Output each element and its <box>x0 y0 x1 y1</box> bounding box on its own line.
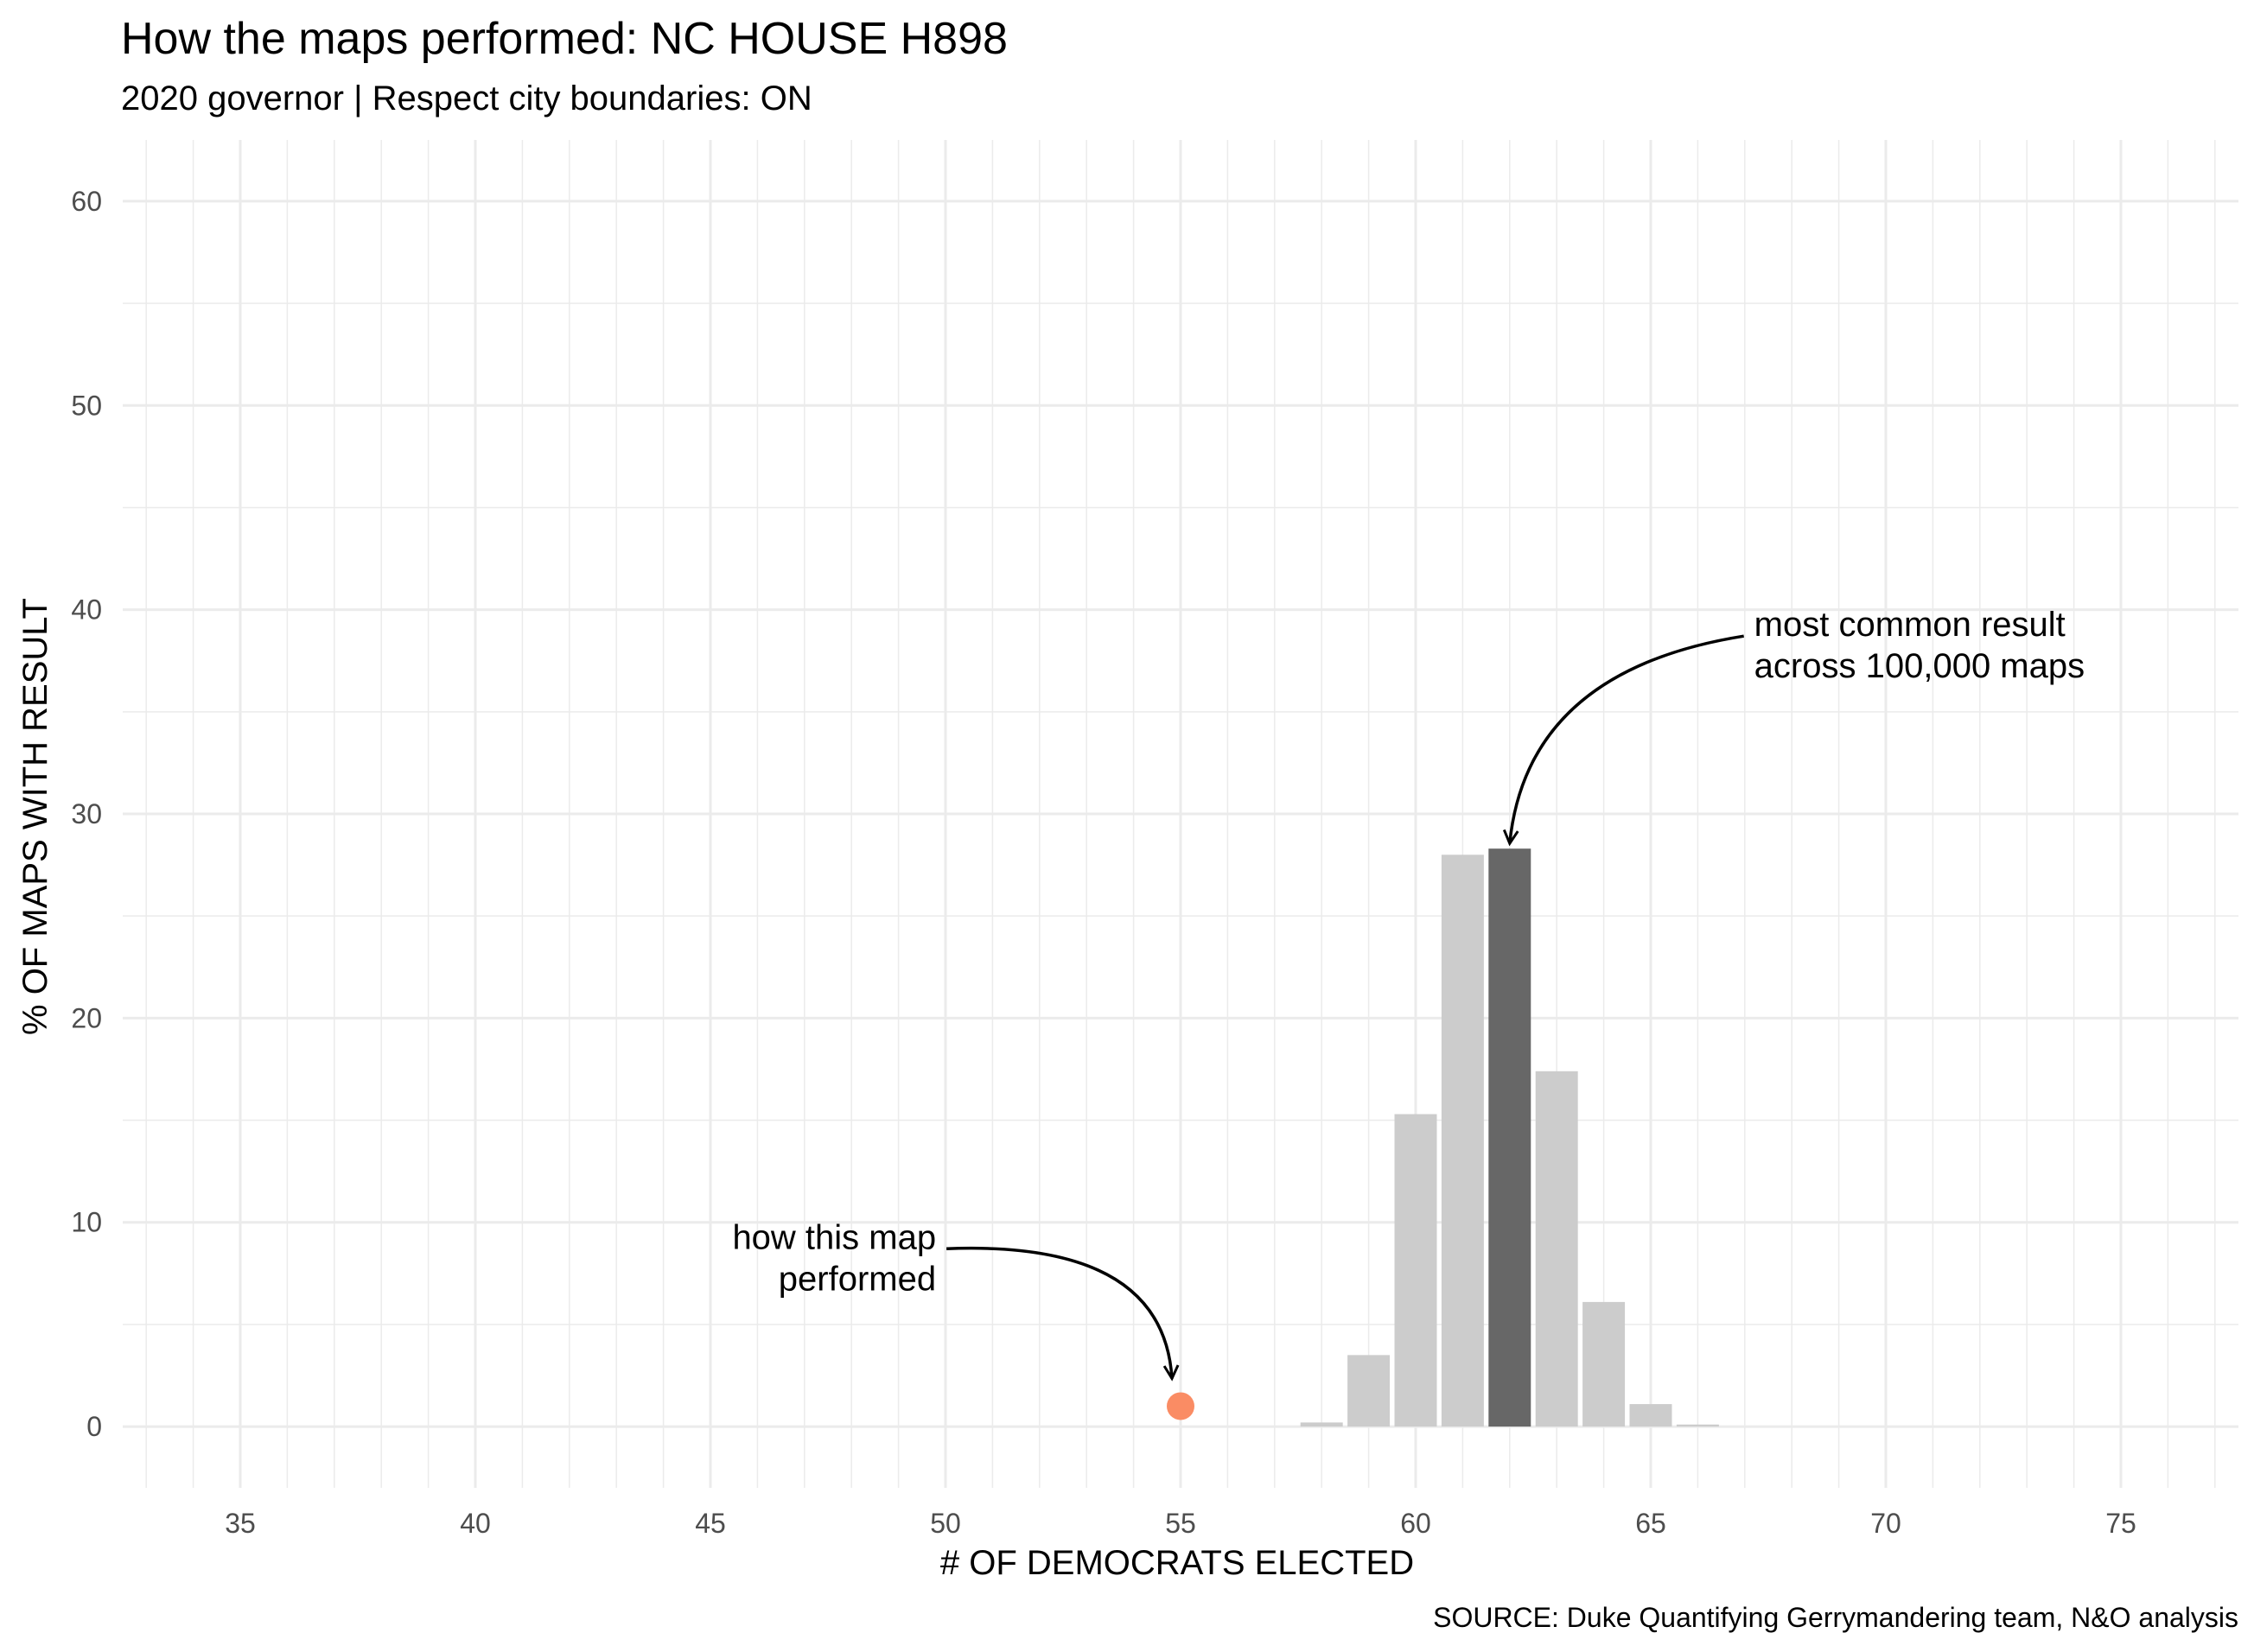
y-axis-title: % OF MAPS WITH RESULT <box>16 598 54 1035</box>
bar-66 <box>1676 1424 1719 1427</box>
tick-labels: 35 40 45 50 55 60 65 70 75 0 10 20 30 40 50 60 <box>71 186 2136 1539</box>
y-tick-label: 50 <box>71 390 102 421</box>
y-tick-label: 40 <box>71 594 102 626</box>
bars <box>1300 848 1719 1427</box>
chart-subtitle: 2020 governor | Respect city boundaries:… <box>121 79 812 118</box>
bar-62 <box>1488 848 1531 1427</box>
bar-58 <box>1300 1422 1343 1427</box>
arrow-most-common <box>1510 634 1744 843</box>
bar-60 <box>1394 1114 1437 1427</box>
x-tick-label: 60 <box>1400 1508 1431 1539</box>
bar-59 <box>1347 1355 1391 1427</box>
x-tick-label: 40 <box>460 1508 491 1539</box>
annotation-line: across 100,000 maps <box>1754 647 2085 685</box>
annotations: most common result across 100,000 maps how… <box>732 606 2085 1378</box>
x-tick-label: 75 <box>2105 1508 2136 1539</box>
annotation-this-map: how this map performed <box>732 1218 936 1298</box>
y-tick-label: 10 <box>71 1207 102 1238</box>
annotation-line: how this map <box>732 1218 936 1256</box>
source-caption: SOURCE: Duke Quantifying Gerrymandering … <box>1433 1602 2238 1633</box>
bar-61 <box>1441 855 1484 1427</box>
bar-63 <box>1535 1071 1578 1427</box>
bar-65 <box>1629 1404 1672 1427</box>
annotation-line: performed <box>779 1260 936 1298</box>
x-axis-title: # OF DEMOCRATS ELECTED <box>940 1544 1414 1582</box>
x-tick-label: 35 <box>225 1508 256 1539</box>
y-tick-label: 20 <box>71 1002 102 1033</box>
x-tick-label: 45 <box>695 1508 726 1539</box>
y-tick-label: 60 <box>71 186 102 217</box>
y-tick-label: 30 <box>71 798 102 829</box>
chart-title: How the maps performed: NC HOUSE H898 <box>121 14 1008 64</box>
annotation-most-common: most common result across 100,000 maps <box>1754 606 2085 685</box>
x-tick-label: 50 <box>930 1508 961 1539</box>
marks <box>1167 1392 1194 1420</box>
bar-64 <box>1582 1301 1626 1427</box>
annotation-line: most common result <box>1754 606 2066 644</box>
grid-lines <box>123 140 2238 1488</box>
y-tick-label: 0 <box>86 1411 102 1442</box>
x-tick-label: 70 <box>1870 1508 1901 1539</box>
x-tick-label: 65 <box>1635 1508 1666 1539</box>
arrow-this-map <box>946 1246 1172 1379</box>
this-map-point <box>1167 1392 1194 1420</box>
x-tick-label: 55 <box>1165 1508 1196 1539</box>
